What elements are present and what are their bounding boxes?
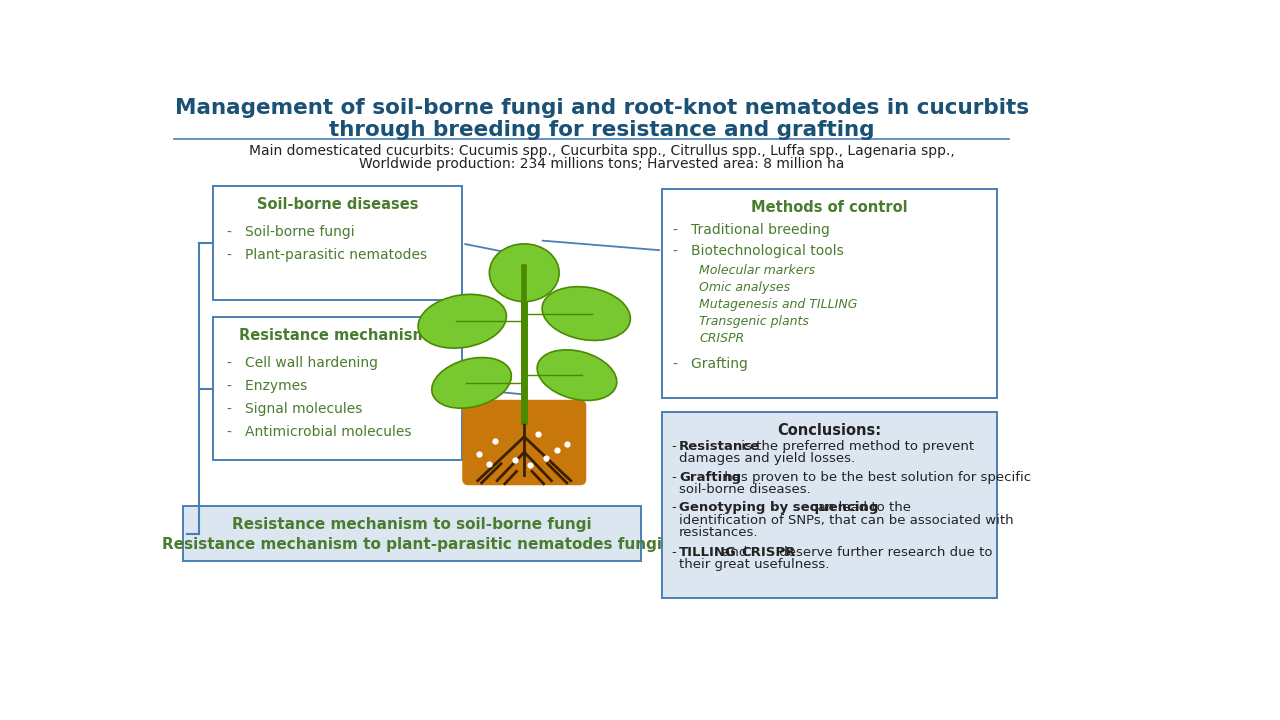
FancyBboxPatch shape [212, 318, 462, 460]
Text: Soil-borne diseases: Soil-borne diseases [257, 197, 419, 212]
FancyBboxPatch shape [662, 412, 997, 598]
Text: and: and [718, 546, 751, 559]
Text: Management of soil-borne fungi and root-knot nematodes in cucurbits: Management of soil-borne fungi and root-… [174, 98, 1029, 118]
Text: -   Cell wall hardening: - Cell wall hardening [227, 356, 378, 370]
Ellipse shape [543, 287, 630, 341]
Text: Transgenic plants: Transgenic plants [699, 315, 809, 328]
Text: Resistance mechanism to plant-parasitic nematodes fungi: Resistance mechanism to plant-parasitic … [161, 537, 662, 552]
Text: -   Traditional breeding: - Traditional breeding [673, 222, 829, 237]
FancyBboxPatch shape [662, 189, 997, 398]
Ellipse shape [431, 358, 511, 408]
Text: resistances.: resistances. [680, 526, 759, 539]
Text: Genotyping by sequencing: Genotyping by sequencing [680, 501, 878, 514]
Text: -   Soil-borne fungi: - Soil-borne fungi [227, 225, 355, 239]
Text: -: - [672, 440, 676, 453]
Text: Molecular markers: Molecular markers [699, 264, 815, 277]
FancyBboxPatch shape [183, 506, 640, 562]
Ellipse shape [538, 350, 617, 400]
Text: Mutagenesis and TILLING: Mutagenesis and TILLING [699, 298, 858, 311]
Text: Resistance mechanisms: Resistance mechanisms [239, 328, 436, 343]
Text: Resistance: Resistance [680, 440, 760, 453]
Text: Omic analyses: Omic analyses [699, 282, 791, 294]
Ellipse shape [419, 294, 507, 348]
Text: Conclusions:: Conclusions: [777, 423, 882, 438]
Text: -: - [672, 471, 676, 484]
Text: Main domesticated cucurbits: Cucumis spp., Cucurbita spp., Citrullus spp., Luffa: Main domesticated cucurbits: Cucumis spp… [248, 144, 955, 158]
Text: is the preferred method to prevent: is the preferred method to prevent [736, 440, 974, 453]
Text: TILLING: TILLING [680, 546, 737, 559]
Text: through breeding for resistance and grafting: through breeding for resistance and graf… [329, 120, 874, 140]
Text: -   Enzymes: - Enzymes [227, 379, 307, 393]
Text: identification of SNPs, that can be associated with: identification of SNPs, that can be asso… [680, 514, 1014, 527]
Text: damages and yield losses.: damages and yield losses. [680, 452, 855, 465]
Text: -   Biotechnological tools: - Biotechnological tools [673, 244, 844, 258]
Text: -   Antimicrobial molecules: - Antimicrobial molecules [227, 426, 411, 439]
Text: Worldwide production: 234 millions tons; Harvested area: 8 million ha: Worldwide production: 234 millions tons;… [360, 157, 845, 171]
Ellipse shape [489, 244, 559, 302]
Text: deserve further research due to: deserve further research due to [776, 546, 993, 559]
Text: has proven to be the best solution for specific: has proven to be the best solution for s… [719, 471, 1030, 484]
Text: -   Grafting: - Grafting [673, 356, 748, 371]
Text: Resistance mechanism to soil-borne fungi: Resistance mechanism to soil-borne fungi [232, 517, 591, 532]
Text: -   Plant-parasitic nematodes: - Plant-parasitic nematodes [227, 248, 426, 262]
Text: Methods of control: Methods of control [751, 199, 908, 215]
Text: CRISPR: CRISPR [699, 332, 745, 345]
Text: can lead to the: can lead to the [805, 501, 910, 514]
FancyBboxPatch shape [462, 400, 586, 485]
Text: -   Signal molecules: - Signal molecules [227, 402, 362, 416]
Text: CRISPR: CRISPR [741, 546, 796, 559]
Text: soil-borne diseases.: soil-borne diseases. [680, 483, 812, 496]
Text: -: - [672, 501, 676, 514]
FancyBboxPatch shape [212, 186, 462, 300]
Text: -: - [672, 546, 676, 559]
Text: Grafting: Grafting [680, 471, 741, 484]
Text: their great usefulness.: their great usefulness. [680, 559, 829, 572]
